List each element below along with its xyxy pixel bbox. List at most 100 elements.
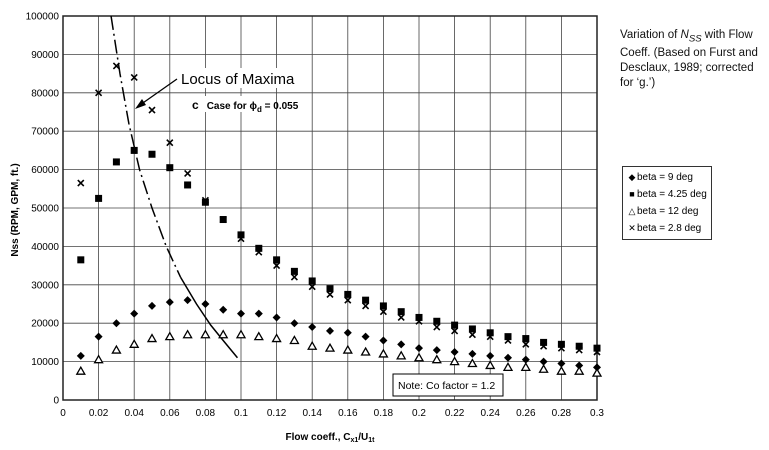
diamond-point xyxy=(486,351,495,360)
case-bg xyxy=(188,96,260,112)
locus-curve-solid xyxy=(179,276,239,359)
x-point xyxy=(237,235,245,243)
square-point xyxy=(415,313,423,321)
triangle-point xyxy=(502,362,514,372)
triangle-point xyxy=(75,365,86,375)
diamond-point xyxy=(237,309,245,318)
x-tick-label: 0.06 xyxy=(160,408,180,419)
square-point xyxy=(486,329,494,337)
square-point xyxy=(77,256,85,264)
tick-labels: 0 0.02 0.04 0.06 0.08 0.1 0.12 0.14 0.16 0.18 0.2 0… xyxy=(26,12,605,420)
arrow-head-icon xyxy=(135,99,146,109)
y-tick-label: 30000 xyxy=(31,280,59,291)
square-point xyxy=(362,296,370,304)
diamond-point xyxy=(450,348,459,356)
square-point xyxy=(557,340,565,348)
x-point xyxy=(148,106,156,114)
square-point xyxy=(540,338,548,346)
y-axis-label: Nss (RPM, GPM, ft.) xyxy=(10,163,21,256)
triangle-point xyxy=(146,333,158,343)
diamond-point xyxy=(379,336,388,345)
x-point xyxy=(77,179,85,187)
x-point xyxy=(326,290,334,298)
square-point xyxy=(273,256,281,264)
x-point xyxy=(362,302,370,310)
triangle-point xyxy=(235,329,247,339)
triangle-point xyxy=(591,367,603,377)
square-point xyxy=(433,317,441,325)
triangle-point xyxy=(324,342,336,352)
square-point xyxy=(112,158,120,166)
y-tick-label: 90000 xyxy=(31,50,59,61)
square-icon: ■ xyxy=(629,189,635,199)
triangle-point xyxy=(271,333,282,343)
triangle-point xyxy=(93,354,104,364)
x-point xyxy=(166,139,174,147)
square-point xyxy=(575,342,583,350)
x-point xyxy=(290,273,298,281)
y-tick-label: 80000 xyxy=(31,88,59,99)
x-tick-label: 0.24 xyxy=(480,408,500,419)
diamond-point xyxy=(201,300,210,308)
legend-item: ◆ beta = 9 deg xyxy=(627,169,707,186)
square-point xyxy=(148,150,156,158)
triangle-point xyxy=(538,363,549,373)
x-tick-label: 0.1 xyxy=(234,408,248,419)
y-tick-label: 70000 xyxy=(31,127,59,138)
diamond-point xyxy=(308,323,317,332)
square-point xyxy=(237,231,245,239)
square-point xyxy=(184,181,192,189)
x-tick-label: 0.08 xyxy=(196,408,216,419)
x-tick-label: 0.22 xyxy=(445,408,465,419)
x-point xyxy=(540,342,548,350)
x-tick-label: 0.12 xyxy=(267,408,287,419)
note-box xyxy=(392,373,504,397)
diamond-point xyxy=(397,340,406,349)
x-tick-label: 0.26 xyxy=(516,408,536,419)
locus-arrow xyxy=(139,78,178,106)
diamond-point xyxy=(165,298,174,307)
square-point xyxy=(166,164,174,172)
locus-label: Locus of Maxima xyxy=(181,71,295,88)
y-tick-label: 40000 xyxy=(31,242,59,253)
x-point xyxy=(184,169,192,178)
square-point xyxy=(451,321,459,329)
x-tick-label: 0.16 xyxy=(338,408,358,419)
diamond-point xyxy=(432,346,441,355)
square-point xyxy=(130,146,138,154)
diamond-point xyxy=(219,305,228,314)
square-point xyxy=(95,194,103,202)
locus-curve xyxy=(110,15,239,359)
x-tick-label: 0.28 xyxy=(552,408,572,419)
square-point xyxy=(201,198,209,206)
diamond-point xyxy=(76,351,85,360)
x-point xyxy=(344,296,352,304)
diamond-point xyxy=(254,309,263,318)
square-point xyxy=(504,333,512,341)
triangle-point xyxy=(431,354,442,364)
triangle-point xyxy=(574,365,585,375)
x-tick-label: 0.14 xyxy=(302,408,322,419)
triangle-point xyxy=(200,329,211,339)
x-point xyxy=(451,327,459,335)
x-tick-label: 0 xyxy=(60,408,66,419)
x-point xyxy=(504,336,512,345)
x-point xyxy=(112,62,120,70)
x-point xyxy=(486,333,494,341)
triangle-point xyxy=(129,339,140,348)
x-point xyxy=(557,344,565,352)
plot-frame xyxy=(62,15,598,401)
square-point xyxy=(522,335,530,343)
diamond-point xyxy=(94,332,103,341)
x-point xyxy=(379,308,387,316)
triangle-point xyxy=(360,346,371,356)
x-point xyxy=(255,248,263,256)
case-annotation: c Case for ϕd = 0.055 xyxy=(192,98,299,114)
triangle-point xyxy=(164,331,175,341)
triangle-point xyxy=(396,350,407,360)
x-point xyxy=(201,196,209,204)
x-point xyxy=(522,340,530,348)
x-point xyxy=(130,73,138,82)
